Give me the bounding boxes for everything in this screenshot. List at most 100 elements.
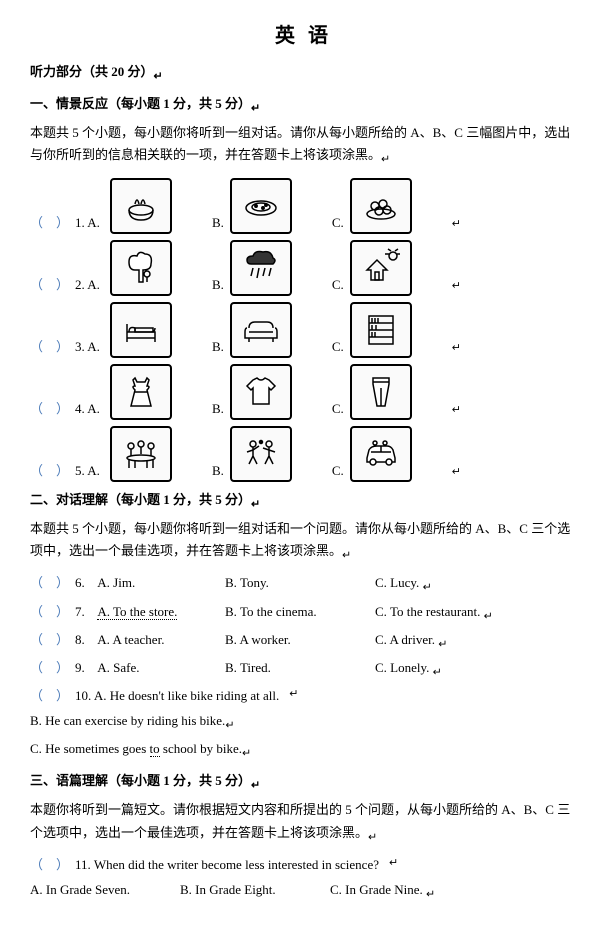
option-image-icon	[230, 240, 292, 296]
option-b: B. Tired.	[225, 658, 375, 682]
section2-heading: 二、对话理解（每小题 1 分，共 5 分）↵	[30, 490, 577, 514]
answer-blank[interactable]: （ ）	[30, 658, 69, 682]
return-icon: ↵	[423, 582, 432, 594]
return-icon: ↵	[342, 550, 351, 562]
page-title: 英 语	[30, 20, 577, 52]
return-icon: ↵	[438, 638, 447, 650]
text-question-row: （ ）6. A. Jim.B. Tony.C. Lucy. ↵	[30, 573, 577, 597]
return-icon: ↵	[452, 402, 461, 420]
section3-instruction-text: 本题你将听到一篇短文。请你根据短文内容和所提出的 5 个问题，从每小题所给的 A…	[30, 802, 570, 839]
option-image-icon	[230, 302, 292, 358]
option-c: C. Lonely. ↵	[375, 658, 525, 682]
section1-heading-text: 一、情景反应（每小题 1 分，共 5 分）	[30, 96, 251, 111]
option-image-icon	[350, 302, 412, 358]
option-10b: B. He can exercise by riding his bike.↵	[30, 711, 577, 735]
option-label: C.	[332, 461, 344, 482]
answer-blank[interactable]: （ ）	[30, 337, 69, 358]
return-icon: ↵	[484, 610, 493, 622]
option-a: 6. A. Jim.	[75, 573, 225, 597]
option-label: B.	[212, 275, 224, 296]
option-image-icon	[110, 364, 172, 420]
option-b-cell: B.	[212, 178, 292, 234]
return-icon: ↵	[251, 498, 260, 510]
return-icon: ↵	[251, 780, 260, 792]
return-icon: ↵	[368, 831, 377, 843]
answer-blank[interactable]: （ ）	[30, 573, 69, 597]
answer-blank[interactable]: （ ）	[30, 602, 69, 626]
return-icon: ↵	[452, 216, 461, 234]
option-b-cell: B.	[212, 364, 292, 420]
option-a-cell	[110, 426, 172, 482]
option-10c: C. He sometimes goes to school by bike.↵	[30, 739, 577, 763]
answer-blank[interactable]: （ ）	[30, 461, 69, 482]
question-number: 2. A.	[75, 275, 100, 296]
option-label: C.	[332, 213, 344, 234]
option-a: 8. A. A teacher.	[75, 630, 225, 654]
picture-question-row: （ ） 4. A. B. C. ↵	[30, 364, 577, 420]
answer-blank[interactable]: （ ）	[30, 399, 69, 420]
text-question-row: （ ）8. A. A teacher.B. A worker.C. A driv…	[30, 630, 577, 654]
answer-blank[interactable]: （ ）	[30, 275, 69, 296]
text-question-row: （ ） 7. A. To the store. B. To the cinema.C…	[30, 602, 577, 626]
options-row-11: A. In Grade Seven. B. In Grade Eight. C.…	[30, 880, 577, 904]
answer-blank[interactable]: （ ）	[30, 630, 69, 654]
answer-blank[interactable]: （ ）	[30, 855, 69, 876]
option-c-cell: C.	[332, 302, 412, 358]
option-image-icon	[230, 364, 292, 420]
option-image-icon	[350, 240, 412, 296]
question-row-10: （ ） 10. A. He doesn't like bike riding a…	[30, 686, 577, 707]
section2-instruction: 本题共 5 个小题，每小题你将听到一组对话和一个问题。请你从每小题所给的 A、B…	[30, 518, 577, 565]
option-image-icon	[230, 178, 292, 234]
return-icon: ↵	[251, 103, 260, 115]
question-number: 9.	[75, 660, 85, 675]
question-number: 8.	[75, 632, 85, 647]
question-number: 7.	[75, 604, 85, 619]
option-label: B.	[212, 337, 224, 358]
return-icon: ↵	[225, 719, 234, 731]
section3-instruction: 本题你将听到一篇短文。请你根据短文内容和所提出的 5 个问题，从每小题所给的 A…	[30, 799, 577, 846]
section3-heading-text: 三、语篇理解（每小题 1 分，共 5 分）	[30, 773, 251, 788]
question-number: 3. A.	[75, 337, 100, 358]
option-image-icon	[110, 240, 172, 296]
option-image-icon	[350, 364, 412, 420]
dotted-text: A. To the store.	[97, 604, 177, 620]
option-label: B.	[212, 461, 224, 482]
option-a-cell	[110, 302, 172, 358]
option-label: C.	[332, 399, 344, 420]
section2-instruction-text: 本题共 5 个小题，每小题你将听到一组对话和一个问题。请你从每小题所给的 A、B…	[30, 521, 570, 558]
question-number: 4. A.	[75, 399, 100, 420]
picture-question-row: （ ） 1. A. B. C. ↵	[30, 178, 577, 234]
option-c: C. Lucy. ↵	[375, 573, 525, 597]
option-label: B.	[212, 213, 224, 234]
listening-header: 听力部分（共 20 分）↵	[30, 62, 577, 86]
dotted-text: to	[150, 741, 160, 757]
return-icon: ↵	[452, 464, 461, 482]
question-number: 1. A.	[75, 213, 100, 234]
return-icon: ↵	[426, 888, 435, 900]
option-image-icon	[350, 178, 412, 234]
option-c: C. To the restaurant. ↵	[375, 602, 525, 626]
picture-question-row: （ ）3. A.B.C.↵	[30, 302, 577, 358]
option-b: B. To the cinema.	[225, 602, 375, 626]
option-image-icon	[230, 426, 292, 482]
question-row-11: （ ） 11. When did the writer become less …	[30, 855, 577, 876]
return-icon: ↵	[242, 748, 251, 760]
section1-instruction-text: 本题共 5 个小题，每小题你将听到一组对话。请你从每小题所给的 A、B、C 三幅…	[30, 125, 570, 162]
question-number: 5. A.	[75, 461, 100, 482]
option-image-icon	[110, 302, 172, 358]
option-11b: B. In Grade Eight.	[180, 880, 330, 904]
section1-heading: 一、情景反应（每小题 1 分，共 5 分）↵	[30, 94, 577, 118]
return-icon: ↵	[389, 855, 398, 876]
picture-question-row: （ ） 5. A. B. C. ↵	[30, 426, 577, 482]
picture-question-row: （ ）2. A.B.C.↵	[30, 240, 577, 296]
option-b-cell: B.	[212, 426, 292, 482]
question-number: 11. When did the writer become less inte…	[75, 855, 379, 876]
option-b: B. A worker.	[225, 630, 375, 654]
return-icon: ↵	[381, 154, 390, 166]
return-icon: ↵	[154, 71, 163, 83]
option-a-cell	[110, 178, 172, 234]
option-c-cell: C.	[332, 426, 412, 482]
answer-blank[interactable]: （ ）	[30, 686, 69, 707]
answer-blank[interactable]: （ ）	[30, 213, 69, 234]
option-image-icon	[350, 426, 412, 482]
